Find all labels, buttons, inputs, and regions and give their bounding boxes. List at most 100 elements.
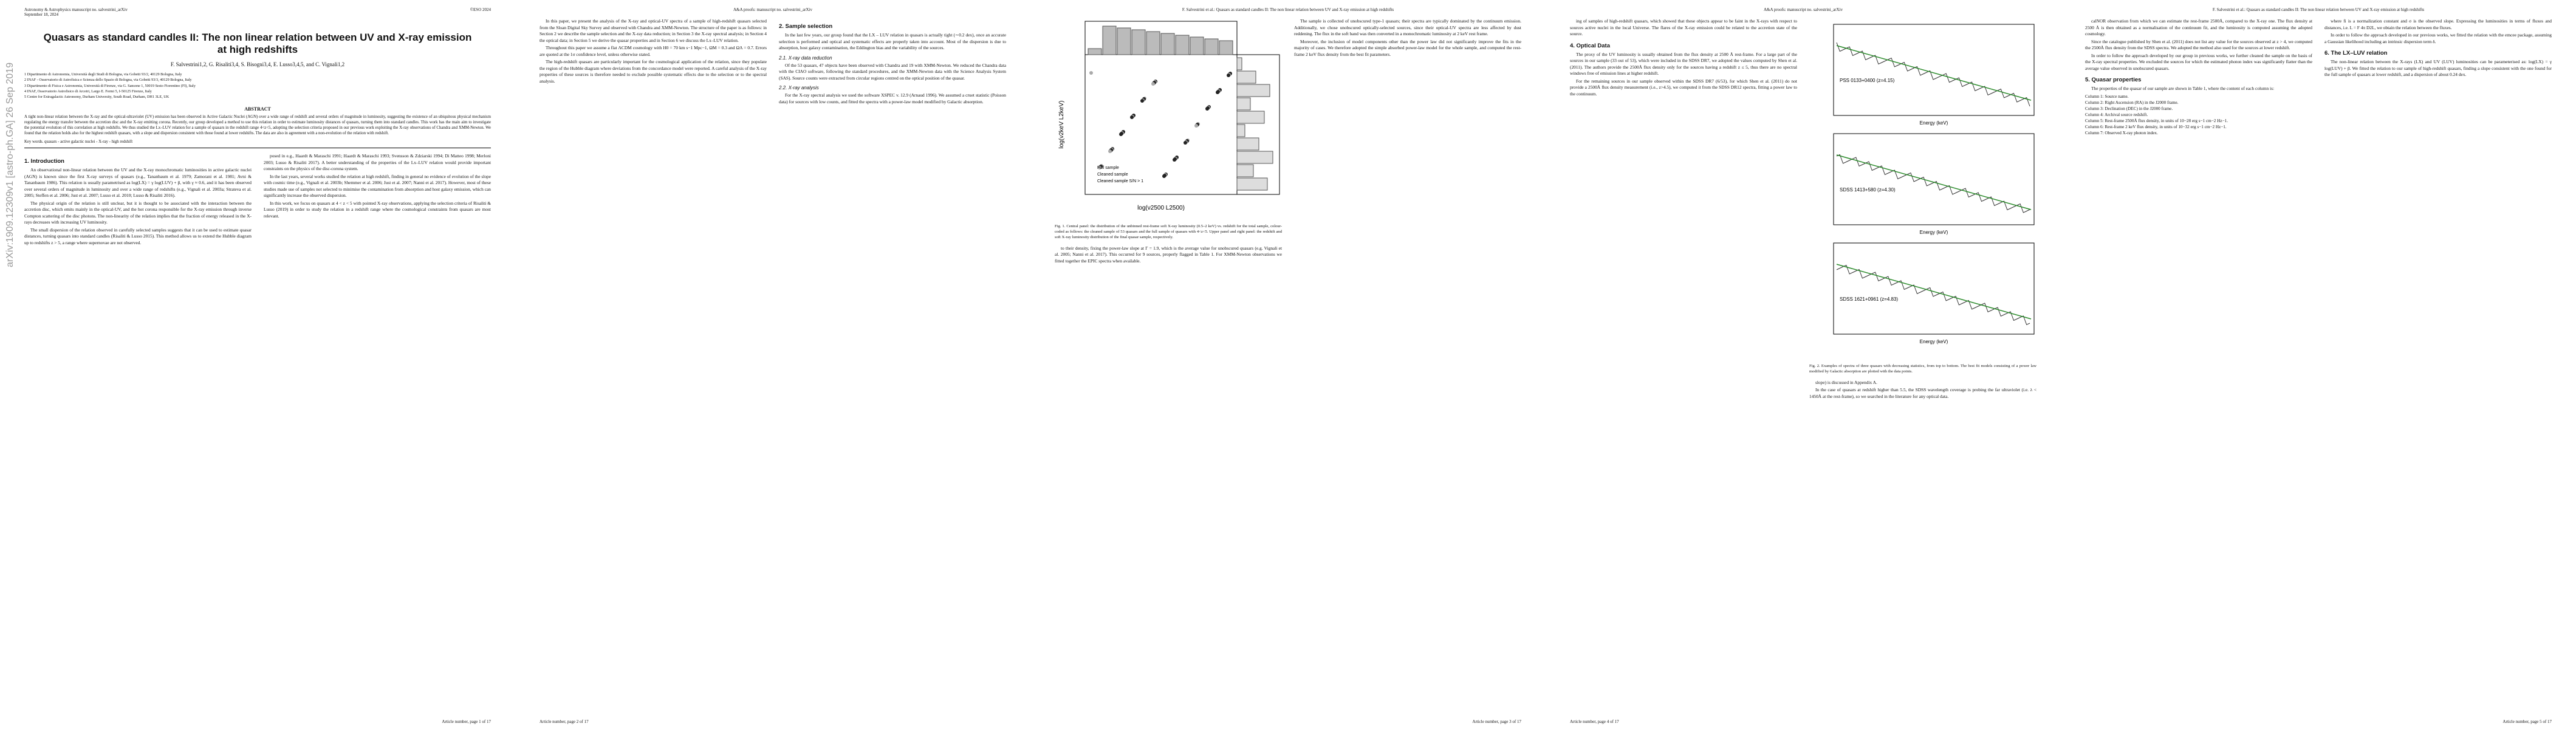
section-heading: 5. Quasar properties — [2085, 77, 2142, 84]
paragraph: posed in e.g., Haardt & Maraschi 1991; H… — [264, 153, 491, 172]
histogram-bar — [1160, 33, 1175, 55]
histogram-bar — [1131, 29, 1146, 55]
scatter-point — [1140, 99, 1144, 103]
model-line — [1836, 45, 2032, 101]
page: F. Salvestrini et al.: Quasars as standa… — [2061, 0, 2576, 729]
paragraph: In the last years, several works studied… — [264, 173, 491, 199]
figure: PSS 0133+0400 (z=4.15) Energy (keV) SDSS 1… — [1833, 24, 2035, 344]
paragraph: The non-linear relation between the X-ra… — [2324, 59, 2552, 78]
list-item: Column 6: Rest-frame 2 keV flux density,… — [2085, 125, 2227, 130]
running-head: A&A proofs: manuscript no. salvestrini_a… — [733, 7, 813, 12]
affiliation: 1 Dipartimento di Astronomia, Università… — [24, 72, 182, 77]
paragraph: Of the 53 quasars, 47 objects have been … — [779, 62, 1006, 81]
histogram-bar — [1190, 36, 1204, 55]
page-header: A&A proofs: manuscript no. salvestrini_a… — [1570, 5, 2036, 18]
spectrum-data — [1836, 264, 2030, 326]
histogram-bar — [1236, 137, 1259, 151]
column: In this paper, we present the analysis o… — [540, 18, 767, 699]
x-axis-label: Energy (keV) — [1920, 120, 1948, 126]
paragraph: to their density, fixing the power-law s… — [1055, 245, 1282, 264]
affiliation: 3 Dipartimento di Fisica e Astronomia, U… — [24, 83, 196, 88]
spectrum-data — [1836, 154, 2030, 213]
manuscript: Astronomy & Astrophysics manuscript no. … — [24, 7, 128, 12]
scatter-point — [1162, 174, 1166, 178]
column: PSS 0133+0400 (z=4.15) Energy (keV) SDSS 1… — [1809, 18, 2036, 699]
columns: calNOR observation from which we can est… — [2085, 18, 2552, 699]
page: F. Salvestrini et al.: Quasars as standa… — [1030, 0, 1546, 729]
columns: log(ν2keV L2keV) log(ν2500 L2500) Full sam… — [1055, 18, 1521, 699]
scatter-point — [1173, 158, 1176, 162]
paragraph: In order to follow the approach develope… — [2085, 52, 2312, 71]
paragraph: In this work, we focus on quasars at 4 <… — [264, 200, 491, 219]
page: A&A proofs: manuscript no. salvestrini_a… — [1546, 0, 2061, 729]
histogram-bar — [1236, 164, 1254, 177]
histogram-bar — [1236, 97, 1251, 111]
columns: 1. Introduction An observational non-line… — [24, 153, 491, 524]
figure-caption: Fig. 2. Examples of spectra of three qua… — [1809, 364, 2036, 374]
running-head: A&A proofs: manuscript no. salvestrini_a… — [1763, 7, 1843, 12]
scatter-point — [1205, 107, 1209, 111]
scatter-point — [1119, 132, 1123, 136]
page-footer: Article number, page 3 of 17 — [1472, 719, 1521, 724]
section-heading: 2. Sample selection — [779, 23, 833, 30]
paragraph: In order to follow the approach develope… — [2324, 32, 2552, 44]
spectrum-label: PSS 0133+0400 (z=4.15) — [1840, 78, 1895, 83]
list-item: Column 3: Declination (DEC) in the J2000… — [2085, 106, 2173, 111]
paragraph: The proxy of the UV luminosity is usuall… — [1570, 51, 1797, 77]
x-axis-label: Energy (keV) — [1920, 339, 1948, 344]
list-item: Column 4: Archival source redshift. — [2085, 112, 2148, 117]
paragraph: slope) is discussed in Appendix A. — [1815, 379, 1877, 385]
paragraph: calNOR observation from which we can est… — [2085, 18, 2312, 37]
scatter-point — [1108, 149, 1112, 153]
histogram-bar — [1236, 177, 1268, 191]
spectrum-label: SDSS 1621+0961 (z=4.83) — [1840, 296, 1898, 302]
abstract: A tight non-linear relation between the … — [24, 114, 491, 136]
column: calNOR observation from which we can est… — [2085, 18, 2312, 699]
front-matter: Quasars as standard candles II: The non … — [24, 32, 491, 149]
paragraph: Throughout this paper we assume a flat Λ… — [540, 45, 767, 57]
paragraph: The physical origin of the relation is s… — [24, 200, 252, 225]
columns: ing of samples of high-redshift quasars,… — [1570, 18, 2036, 699]
scatter-point — [1089, 71, 1093, 75]
paragraph: In the last few years, our group found t… — [779, 32, 1006, 51]
paragraph: For the X-ray spectral analysis we used … — [779, 92, 1006, 104]
histogram-bar — [1236, 111, 1265, 124]
histogram-bar — [1236, 124, 1245, 137]
page: Astronomy & Astrophysics manuscript no. … — [0, 0, 515, 729]
histogram-bar — [1204, 38, 1219, 55]
page-footer: Article number, page 2 of 17 — [540, 719, 589, 724]
scatter-point — [1227, 74, 1230, 77]
copyright: ©ESO 2024 — [470, 7, 491, 12]
x-axis-label: Energy (keV) — [1920, 230, 1948, 235]
column: 1. Introduction An observational non-line… — [24, 153, 252, 524]
paragraph: In this paper, we present the analysis o… — [540, 18, 767, 43]
paragraph: The properties of the quasar of our samp… — [2091, 86, 2275, 92]
legend-entry: Cleaned sample — [1097, 173, 1128, 177]
page-header: F. Salvestrini et al.: Quasars as standa… — [2085, 5, 2552, 18]
section-heading: 6. The LX–LUV relation — [2324, 50, 2388, 57]
scatter-point — [1151, 82, 1155, 86]
page-footer: Article number, page 5 of 17 — [2502, 719, 2552, 724]
page-footer: Article number, page 4 of 17 — [1570, 719, 1619, 724]
list-item: Column 5: Rest-frame 2500Å flux density,… — [2085, 118, 2228, 123]
x-axis-label: log(ν2500 L2500) — [1137, 205, 1185, 211]
spectrum-label: SDSS 1413+580 (z=4.30) — [1840, 187, 1896, 193]
list-item: Column 7: Observed X-ray photon index. — [2085, 131, 2158, 136]
list-item: Column 2: Right Ascension (RA) in the J2… — [2085, 100, 2179, 105]
page-header: F. Salvestrini et al.: Quasars as standa… — [1055, 5, 1521, 18]
paragraph: For the remaining sources in our sample … — [1570, 78, 1797, 97]
column: where fi is a normalization constant and… — [2324, 18, 2552, 699]
paragraph: The high-redshift quasars are particular… — [540, 59, 767, 84]
scatter-point — [1098, 166, 1101, 169]
keywords: Key words. quasars - active galactic nuc… — [24, 140, 491, 149]
scatter-point — [1216, 91, 1219, 94]
abstract-heading: ABSTRACT — [244, 106, 271, 112]
page-footer: Article number, page 1 of 17 — [442, 719, 491, 724]
page-header: A&A proofs: manuscript no. salvestrini_a… — [540, 5, 1006, 18]
histogram-bar — [1236, 151, 1273, 164]
histogram-bar — [1146, 31, 1160, 55]
column: log(ν2keV L2keV) log(ν2500 L2500) Full sam… — [1055, 18, 1282, 699]
column: The sample is collected of unobscured ty… — [1294, 18, 1521, 699]
y-axis-label: log(ν2keV L2keV) — [1058, 101, 1065, 149]
